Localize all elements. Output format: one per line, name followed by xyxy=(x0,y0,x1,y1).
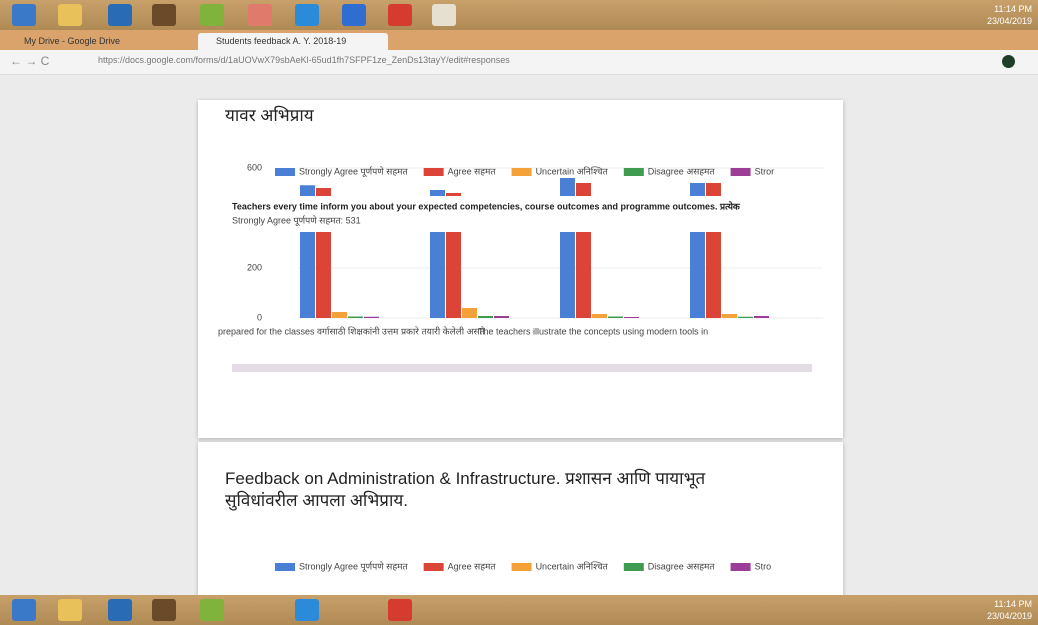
start-button[interactable] xyxy=(12,4,36,26)
legend-label: Agree सहमत xyxy=(448,166,497,176)
y-tick-label: 200 xyxy=(247,262,262,272)
app-icon[interactable] xyxy=(295,599,319,621)
date: 23/04/2019 xyxy=(986,611,1032,621)
legend-swatch xyxy=(275,563,295,571)
tooltip-box xyxy=(228,196,840,232)
card: यावर अभिप्राय 0 200 600 Strongly Agree पूर्… xyxy=(198,100,843,438)
y-tick-label: 600 xyxy=(247,162,262,172)
legend-swatch xyxy=(275,168,295,176)
app-icon[interactable] xyxy=(108,4,132,26)
app-icon[interactable] xyxy=(152,4,176,26)
tab[interactable]: Students feedback A. Y. 2018-19 xyxy=(198,33,388,50)
legend-label: Disagree असहमत xyxy=(648,561,716,571)
x-tick-label: The teachers illustrate the concepts usi… xyxy=(478,326,708,336)
bar xyxy=(608,316,623,318)
chart: 0 200 600 Strongly Agree पूर्णपणे सहमत Agree… xyxy=(218,162,840,372)
legend-label: Stror xyxy=(755,166,775,176)
card-heading: यावर अभिप्राय xyxy=(225,106,314,125)
legend-label: Strongly Agree पूर्णपणे सहमत xyxy=(299,560,409,572)
time: 11:14 PM xyxy=(994,599,1032,609)
bar xyxy=(462,308,477,318)
date: 23/04/2019 xyxy=(986,16,1032,26)
bar xyxy=(624,317,639,318)
chart-legend: Strongly Agree पूर्णपणे सहमत Agree सहमत Un… xyxy=(275,560,772,572)
nav-buttons[interactable]: ← → C xyxy=(10,54,50,68)
taskbar-bottom: 11:14 PM 23/04/2019 xyxy=(0,595,1038,625)
legend-swatch xyxy=(423,563,444,571)
bar xyxy=(722,314,737,318)
app-icon[interactable] xyxy=(108,599,132,621)
bar xyxy=(592,314,607,318)
tab-strip: My Drive - Google Drive Students feedbac… xyxy=(0,30,1038,50)
legend-swatch xyxy=(623,168,644,176)
app-icon[interactable] xyxy=(200,599,224,621)
app-icon[interactable] xyxy=(200,4,224,26)
legend-label: Uncertain अनिश्चित xyxy=(536,560,609,571)
legend-label: Uncertain अनिश्चित xyxy=(536,165,609,176)
legend-label: Strongly Agree पूर्णपणे सहमत xyxy=(299,165,409,177)
app-icon[interactable] xyxy=(295,4,319,26)
bar xyxy=(738,316,753,318)
legend-swatch xyxy=(511,168,532,176)
x-tick-label: prepared for the classes वर्गासाठी शिक्ष… xyxy=(218,325,486,336)
legend-swatch xyxy=(511,563,532,571)
start-button[interactable] xyxy=(12,599,36,621)
tooltip-label: Strongly Agree पूर्णपणे सहमत: 531 xyxy=(232,214,361,226)
address-bar: ← → C https://docs.google.com/forms/d/1a… xyxy=(0,50,1038,75)
bar xyxy=(364,316,379,318)
app-icon[interactable] xyxy=(248,4,272,26)
app-icon[interactable] xyxy=(58,4,82,26)
legend-label: Stro xyxy=(755,561,772,571)
app-icon[interactable] xyxy=(58,599,82,621)
bar xyxy=(332,312,347,318)
bar xyxy=(478,316,493,318)
app-icon[interactable] xyxy=(152,599,176,621)
scrollbar xyxy=(232,364,812,372)
tab[interactable]: My Drive - Google Drive xyxy=(24,36,121,46)
legend-label: Disagree असहमत xyxy=(648,166,716,176)
card-heading: Feedback on Administration & Infrastruct… xyxy=(225,469,706,510)
app-icon[interactable] xyxy=(432,4,456,26)
legend-swatch xyxy=(423,168,444,176)
taskbar-top: 11:14 PM 23/04/2019 xyxy=(0,0,1038,30)
bar xyxy=(348,316,363,318)
clock: 11:14 PM 23/04/2019 xyxy=(987,598,1032,622)
bar xyxy=(754,316,769,318)
card: Feedback on Administration & Infrastruct… xyxy=(198,442,843,602)
url[interactable]: https://docs.google.com/forms/d/1aUOVwX7… xyxy=(98,55,510,65)
bar xyxy=(494,316,509,318)
legend-label: Agree सहमत xyxy=(448,561,497,571)
profile-icon[interactable] xyxy=(1002,55,1015,68)
app-icon[interactable] xyxy=(388,4,412,26)
legend-swatch xyxy=(623,563,644,571)
time: 11:14 PM xyxy=(994,4,1032,14)
app-icon[interactable] xyxy=(388,599,412,621)
legend-swatch xyxy=(730,168,751,176)
clock: 11:14 PM 23/04/2019 xyxy=(987,3,1032,27)
legend-swatch xyxy=(730,563,751,571)
y-tick-label: 0 xyxy=(257,312,262,322)
tooltip-title: Teachers every time inform you about you… xyxy=(232,200,741,211)
app-icon[interactable] xyxy=(342,4,366,26)
